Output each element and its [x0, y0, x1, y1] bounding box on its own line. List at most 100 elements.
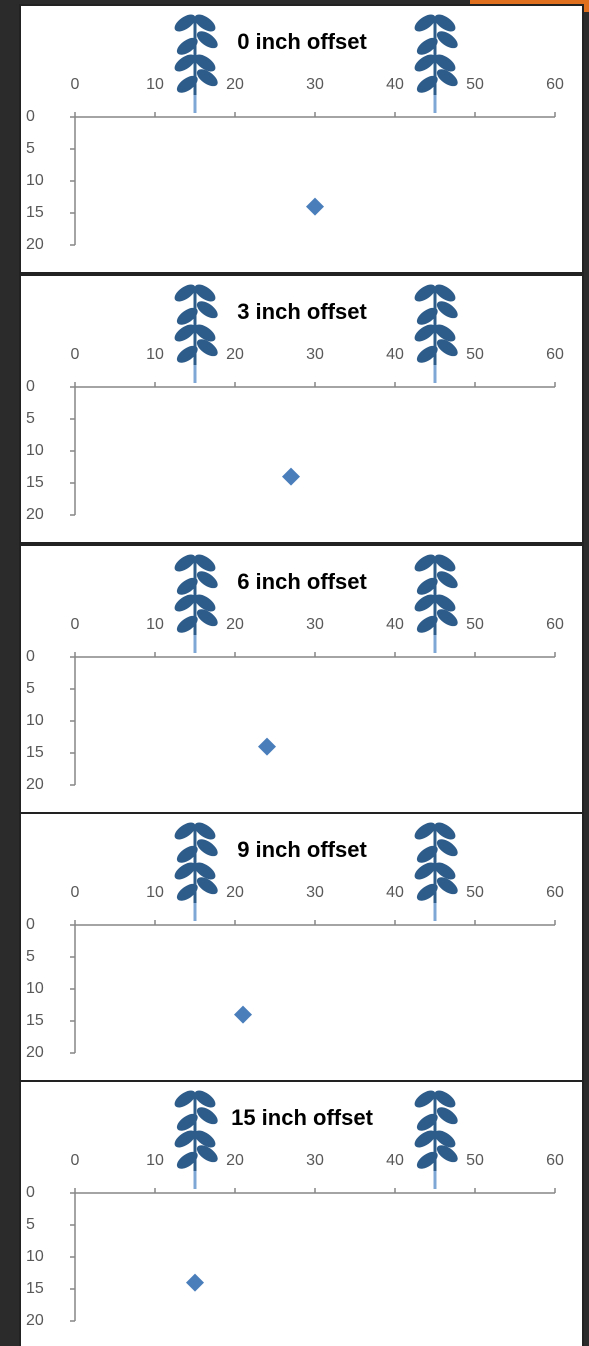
plant-leaf: [434, 14, 456, 32]
chart-title: 9 inch offset: [237, 837, 367, 862]
y-tick-label: 15: [26, 204, 44, 221]
panel-background: [19, 274, 584, 544]
plant-leaf: [196, 339, 218, 357]
plant-leaf: [416, 845, 438, 863]
y-tick-label: 5: [26, 410, 35, 427]
plant-leaf: [176, 1113, 198, 1131]
plant-leaf: [194, 822, 216, 840]
x-tick-label: 50: [466, 884, 484, 901]
y-tick-label: 5: [26, 1216, 35, 1233]
plant-leaf: [434, 862, 456, 880]
y-tick-label: 10: [26, 712, 44, 729]
x-tick-label: 20: [226, 346, 244, 363]
y-tick-label: 10: [26, 1248, 44, 1265]
plant-leaf: [176, 615, 198, 633]
plant-leaf: [434, 284, 456, 302]
plant-leaf: [174, 554, 196, 572]
plant-leaf: [416, 615, 438, 633]
plant-leaf: [176, 845, 198, 863]
plant-leaf: [436, 69, 458, 87]
plant-leaf: [434, 1130, 456, 1148]
plant-leaf: [196, 69, 218, 87]
y-tick-label: 5: [26, 948, 35, 965]
plant-leaf: [414, 554, 436, 572]
data-point: [306, 197, 324, 216]
data-point: [258, 737, 276, 756]
x-tick-label: 30: [306, 616, 324, 633]
plant-leaf: [196, 839, 218, 857]
y-tick-label: 10: [26, 172, 44, 189]
plant-leaf: [414, 54, 436, 72]
x-tick-label: 40: [386, 884, 404, 901]
y-tick-label: 20: [26, 776, 44, 793]
plant-leaf: [414, 284, 436, 302]
plant-leaf: [174, 324, 196, 342]
y-tick-label: 0: [26, 916, 35, 933]
chart-title: 3 inch offset: [237, 299, 367, 324]
chart-panel: 0 inch offset 0 10 20 30 40 50 60 0 5 10 15 20: [19, 4, 584, 274]
x-tick-label: 0: [71, 346, 80, 363]
x-tick-label: 10: [146, 346, 164, 363]
y-tick-label: 0: [26, 1184, 35, 1201]
x-tick-label: 0: [71, 884, 80, 901]
plant-leaf: [174, 862, 196, 880]
x-tick-label: 40: [386, 76, 404, 93]
data-point: [186, 1273, 204, 1292]
plant-leaf: [194, 1130, 216, 1148]
y-tick-label: 15: [26, 474, 44, 491]
plant-leaf: [194, 862, 216, 880]
plant-leaf: [194, 284, 216, 302]
x-tick-label: 30: [306, 76, 324, 93]
x-tick-label: 60: [546, 616, 564, 633]
panel-background: [19, 1080, 584, 1346]
panel-background: [19, 544, 584, 814]
plant-leaf: [194, 1090, 216, 1108]
plant-leaf: [436, 609, 458, 627]
x-tick-label: 0: [71, 76, 80, 93]
y-tick-label: 20: [26, 506, 44, 523]
plant-leaf: [194, 14, 216, 32]
plant-leaf: [414, 594, 436, 612]
x-tick-label: 10: [146, 76, 164, 93]
plant-leaf: [436, 1107, 458, 1125]
plant-leaf: [174, 14, 196, 32]
plant-leaf: [196, 301, 218, 319]
plant-leaf: [416, 1113, 438, 1131]
plant-leaf: [416, 1151, 438, 1169]
plant-leaf: [176, 883, 198, 901]
plant-leaf: [414, 1130, 436, 1148]
plant-leaf: [194, 554, 216, 572]
plant-leaf: [416, 345, 438, 363]
plant-leaf: [414, 822, 436, 840]
plant-leaf: [436, 1145, 458, 1163]
x-tick-label: 20: [226, 616, 244, 633]
x-tick-label: 50: [466, 76, 484, 93]
plant-leaf: [434, 594, 456, 612]
x-tick-label: 60: [546, 76, 564, 93]
plant-leaf: [436, 31, 458, 49]
plant-leaf: [194, 54, 216, 72]
plant-leaf: [176, 37, 198, 55]
data-point: [282, 467, 300, 486]
chart-title: 0 inch offset: [237, 29, 367, 54]
plant-leaf: [414, 324, 436, 342]
plant-leaf: [196, 877, 218, 895]
chart-panel: 6 inch offset 0 10 20 30 40 50 60 0 5 10 15 20: [19, 544, 584, 814]
x-tick-label: 20: [226, 1152, 244, 1169]
plant-leaf: [196, 609, 218, 627]
x-tick-label: 60: [546, 884, 564, 901]
plant-leaf: [174, 1130, 196, 1148]
chart-panel: 15 inch offset 0 10 20 30 40 50 60 0 5 10 15 20: [19, 1080, 584, 1346]
x-tick-label: 20: [226, 76, 244, 93]
x-tick-label: 40: [386, 1152, 404, 1169]
y-tick-label: 20: [26, 1044, 44, 1061]
y-tick-label: 0: [26, 108, 35, 125]
plant-leaf: [436, 839, 458, 857]
x-tick-label: 60: [546, 1152, 564, 1169]
plant-leaf: [196, 1107, 218, 1125]
plant-leaf: [176, 577, 198, 595]
plant-leaf: [416, 37, 438, 55]
plant-leaf: [194, 594, 216, 612]
plant-leaf: [176, 1151, 198, 1169]
